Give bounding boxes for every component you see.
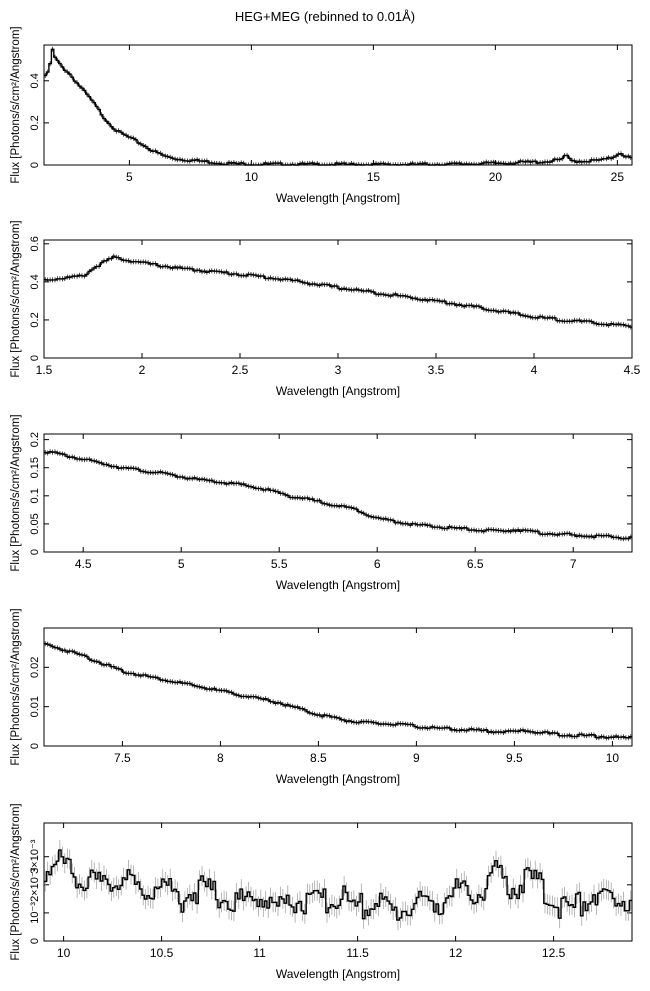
y-tick-label: 2×10⁻³ xyxy=(29,867,41,902)
y-tick-label: 0.1 xyxy=(29,488,41,503)
x-tick-label: 4.5 xyxy=(624,363,641,377)
x-tick-label: 5.5 xyxy=(271,557,288,571)
x-tick-label: 12.5 xyxy=(542,946,566,960)
error-bars xyxy=(44,840,632,931)
x-tick-label: 8.5 xyxy=(310,751,327,765)
x-tick-label: 4.5 xyxy=(75,557,92,571)
panel-frame xyxy=(43,433,633,553)
panel-2: 1.5 2 2.5 3 3.5 4 4.5 0 0.2 0.4 0.6 Wavelength [Ang… xyxy=(10,220,641,398)
x-tick-label: 10 xyxy=(606,751,620,765)
x-tick-label: 20 xyxy=(489,170,503,184)
x-tick-label: 8 xyxy=(217,751,224,765)
y-tick-label: 0 xyxy=(29,938,41,944)
x-tick-label: 9 xyxy=(413,751,420,765)
spectrum-line xyxy=(44,48,632,166)
y-tick-label: 0 xyxy=(29,355,41,361)
y-tick-label: 0 xyxy=(29,162,41,168)
panel-3: 4.5 5 5.5 6 6.5 7 0 0.05 0.1 0.15 0.2 Wavelength [A… xyxy=(10,414,633,592)
figure-title: HEG+MEG (rebinned to 0.01Å) xyxy=(234,9,416,24)
y-tick-label: 0.2 xyxy=(29,432,41,447)
x-tick-label: 7.5 xyxy=(114,751,131,765)
x-tick-label: 10 xyxy=(245,170,259,184)
error-bars xyxy=(44,449,632,542)
panel-1: 5 10 15 20 25 0 0.2 0.4 Wavelength [Angstrom] Flu… xyxy=(10,26,633,205)
x-tick-label: 7 xyxy=(570,557,577,571)
x-tick-label: 10 xyxy=(57,946,71,960)
y-tick-label: 0 xyxy=(29,743,41,749)
y-tick-label: 0.4 xyxy=(29,274,41,289)
x-tick-label: 5 xyxy=(126,170,133,184)
y-tick-label: 0.05 xyxy=(29,513,41,534)
x-tick-label: 1.5 xyxy=(36,363,53,377)
panel-frame xyxy=(43,44,633,166)
x-axis-label: Wavelength [Angstrom] xyxy=(276,384,400,398)
panel-4: 7.5 8 8.5 9 9.5 10 0 0.01 0.02 Wavelength [Angstr… xyxy=(10,608,633,786)
y-tick-label: 3×10⁻³ xyxy=(29,839,41,874)
x-tick-label: 9.5 xyxy=(506,751,523,765)
x-axis-label: Wavelength [Angstrom] xyxy=(276,578,400,592)
y-tick-label: 0.2 xyxy=(29,115,41,130)
x-axis-label: Wavelength [Angstrom] xyxy=(276,191,400,205)
y-tick-label: 0.4 xyxy=(29,73,41,88)
panel-frame xyxy=(43,239,633,359)
panel-frame xyxy=(43,627,633,747)
y-tick-label: 10⁻³ xyxy=(29,902,41,924)
spectrum-line xyxy=(44,849,632,921)
y-tick-label: 0.02 xyxy=(29,657,41,678)
spectrum-line xyxy=(44,255,632,328)
x-tick-label: 5 xyxy=(178,557,185,571)
y-tick-label: 0.15 xyxy=(29,457,41,478)
x-tick-label: 25 xyxy=(611,170,625,184)
y-tick-label: 0.2 xyxy=(29,312,41,327)
y-axis-label: Flux [Photons/s/cm²/Angstrom] xyxy=(10,220,22,377)
y-tick-label: 0 xyxy=(29,549,41,555)
error-bars xyxy=(44,46,632,165)
x-tick-label: 11 xyxy=(253,946,266,960)
x-tick-label: 4 xyxy=(531,363,538,377)
y-tick-label: 0.6 xyxy=(29,236,41,251)
x-tick-label: 11.5 xyxy=(346,946,369,960)
error-bars xyxy=(44,641,632,741)
x-axis-label: Wavelength [Angstrom] xyxy=(276,967,400,981)
y-axis-label: Flux [Photons/s/cm²/Angstrom] xyxy=(10,803,22,960)
x-tick-label: 2 xyxy=(139,363,146,377)
x-tick-label: 6 xyxy=(374,557,381,571)
x-tick-label: 3.5 xyxy=(428,363,445,377)
x-tick-label: 2.5 xyxy=(232,363,249,377)
error-bars xyxy=(44,253,632,330)
x-axis-label: Wavelength [Angstrom] xyxy=(276,772,400,786)
spectrum-line xyxy=(44,643,632,739)
panel-5: 10 10.5 11 11.5 12 12.5 0 10⁻³2×10⁻³3×10⁻³ Wavel… xyxy=(10,803,633,981)
y-axis-label: Flux [Photons/s/cm²/Angstrom] xyxy=(10,414,22,571)
y-axis-label: Flux [Photons/s/cm²/Angstrom] xyxy=(10,26,22,183)
x-tick-label: 12 xyxy=(449,946,463,960)
x-tick-label: 6.5 xyxy=(467,557,484,571)
x-tick-label: 10.5 xyxy=(150,946,174,960)
y-tick-label: 0.01 xyxy=(29,696,41,717)
x-tick-label: 15 xyxy=(367,170,381,184)
x-tick-label: 3 xyxy=(335,363,342,377)
y-axis-label: Flux [Photons/s/cm²/Angstrom] xyxy=(10,608,22,765)
spectrum-line xyxy=(44,451,632,540)
